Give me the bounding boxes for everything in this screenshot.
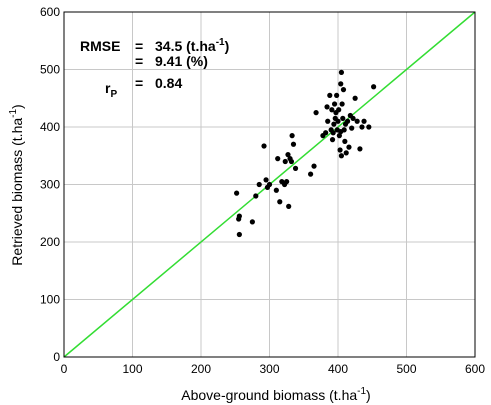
data-point [361,118,367,124]
data-point [330,130,336,136]
data-point [277,199,283,205]
data-point [288,158,295,165]
data-point [329,137,336,143]
x-tick-label: 200 [191,362,211,376]
data-point [253,193,259,199]
y-tick-label: 300 [40,178,60,192]
data-point [311,163,317,169]
y-tick-label: 0 [53,350,60,364]
plot-frame [63,11,476,358]
data-point [344,118,351,124]
data-point [340,87,347,93]
data-point [290,141,297,147]
x-tick-label: 0 [61,362,68,376]
data-point [339,101,345,107]
data-point [249,219,255,225]
data-point [266,181,273,188]
data-point [357,146,363,152]
data-point [331,101,338,107]
x-axis-label: Above-ground biomass (t.ha-1) [181,386,370,403]
data-point [275,156,281,162]
rmse-equals-2: = [135,53,143,69]
data-point [256,181,262,188]
rp-label: rP [105,80,117,100]
y-tick-labels: 0 100 200 300 400 500 600 [40,5,60,364]
data-point [263,177,269,183]
data-point [327,92,333,98]
data-point [337,147,343,153]
data-point [325,118,331,124]
data-point [282,158,288,165]
data-point [352,95,358,101]
y-tick-label: 500 [40,63,60,77]
rmse-value-absolute: 34.5 (t.ha-1) [155,37,229,54]
rmse-value-percent: 9.41 (%) [155,53,208,69]
data-point [346,144,352,150]
stats-annotation: RMSE = 34.5 (t.ha-1) = 9.41 (%) rP = 0.8… [80,37,229,100]
data-point [343,150,349,156]
data-point [236,213,242,219]
data-point [273,187,279,193]
y-tick-label: 100 [40,293,60,307]
data-point [359,124,365,130]
data-point [324,104,330,110]
data-point [341,127,347,133]
y-tick-label: 600 [40,5,60,19]
y-axis-label: Retrieved biomass (t.ha-1) [8,104,25,265]
rmse-label: RMSE [80,38,120,54]
y-tick-label: 200 [40,235,60,249]
data-point [236,231,242,238]
data-point [336,107,342,113]
data-point [331,121,337,127]
data-point [350,115,356,121]
data-point [286,203,292,209]
y-tick-label: 400 [40,120,60,134]
data-point [323,130,329,136]
data-point [285,152,291,158]
rp-equals: = [135,75,143,91]
data-point [336,133,342,139]
data-point [308,171,314,177]
data-point [338,153,345,159]
rmse-equals-1: = [135,38,143,54]
data-point [366,124,372,130]
data-point [338,81,344,87]
data-point [334,92,340,98]
data-point [289,133,295,139]
x-tick-label: 100 [122,362,142,376]
x-tick-label: 300 [259,362,279,376]
data-point [329,107,335,113]
rp-value: 0.84 [155,75,182,91]
data-point [313,110,319,116]
data-point [284,179,290,185]
data-point [261,143,267,149]
data-point [342,138,348,144]
data-point [234,190,240,196]
data-point [340,115,346,121]
data-point [371,84,377,90]
data-point [349,125,355,131]
data-point [354,118,360,124]
x-tick-labels: 0 100 200 300 400 500 600 [61,362,486,376]
data-point [335,118,341,124]
data-point [292,165,299,171]
x-tick-label: 400 [328,362,348,376]
x-tick-label: 600 [465,362,485,376]
data-points [234,69,377,238]
data-point [338,69,345,75]
x-tick-label: 500 [396,362,416,376]
